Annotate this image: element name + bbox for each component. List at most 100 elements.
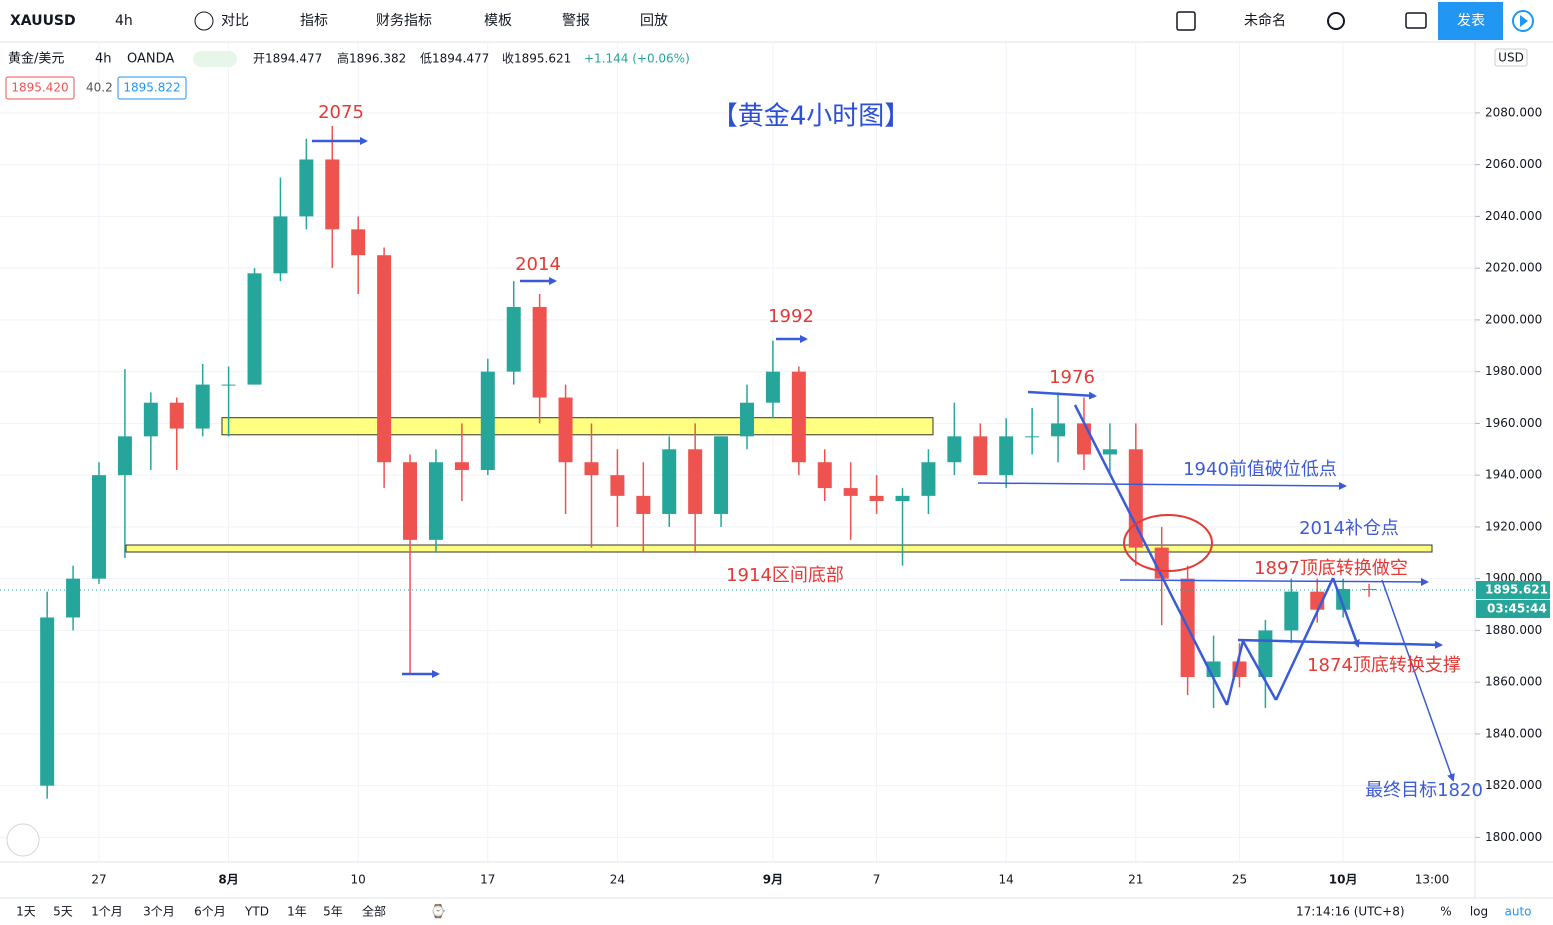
drawing-line — [1027, 390, 1097, 400]
candle-body — [299, 159, 314, 217]
publish-label[interactable]: 发表 — [1457, 13, 1485, 29]
eye-toggle[interactable] — [193, 51, 237, 67]
toolbar-item[interactable]: 指标 — [300, 13, 328, 29]
legend-close: 收1895.621 — [502, 52, 571, 66]
toolbar-item[interactable]: 模板 — [484, 13, 512, 29]
annotation: 2014补仓点 — [1299, 518, 1399, 539]
interval[interactable]: 4h — [115, 13, 133, 29]
ask-box[interactable] — [117, 76, 187, 100]
candle-body — [143, 402, 158, 437]
x-tick-label: 21 — [1128, 873, 1143, 887]
candle-body — [740, 402, 754, 437]
x-tick-label: 9月 — [763, 873, 783, 887]
range-button[interactable]: 1年 — [287, 905, 307, 919]
y-tick-label: 1860.000 — [1485, 675, 1542, 689]
candle-body — [325, 159, 340, 230]
symbol[interactable]: XAUUSD — [10, 13, 76, 29]
layout-name[interactable]: 未命名 — [1244, 12, 1286, 29]
bid[interactable]: 1895.420 — [11, 81, 68, 95]
annotation: 2014 — [515, 254, 561, 275]
toolbar-item[interactable]: 回放 — [640, 13, 668, 29]
last-price-box — [1476, 580, 1550, 599]
range-button[interactable]: 5天 — [53, 905, 73, 919]
countdown: 03:45:44 — [1487, 601, 1547, 615]
checkbox-icon[interactable] — [1176, 11, 1196, 31]
candle-body — [195, 384, 210, 429]
publish-button[interactable] — [1438, 2, 1503, 40]
candle-body — [843, 488, 858, 496]
toolbar — [0, 0, 1553, 42]
legend-change: +1.144 (+0.06%) — [584, 52, 690, 66]
compare-icon — [194, 11, 214, 31]
currency[interactable]: USD — [1498, 51, 1524, 65]
currency-badge[interactable] — [1494, 48, 1528, 67]
toolbar-item[interactable]: 对比 — [221, 13, 249, 29]
x-tick-label: 10月 — [1329, 873, 1358, 887]
candle-body — [92, 475, 106, 579]
legend-high: 高1896.382 — [337, 51, 406, 66]
annotation: 1940前值破位低点 — [1183, 459, 1337, 480]
candle-body — [1076, 423, 1091, 455]
candle-body — [351, 229, 366, 256]
ask[interactable]: 1895.822 — [123, 81, 180, 95]
bid-box[interactable] — [5, 76, 75, 100]
candle-body — [558, 397, 573, 463]
play-icon[interactable] — [1512, 10, 1534, 32]
candle-body — [921, 462, 936, 496]
candle-body — [273, 216, 288, 274]
clock: 17:14:16 (UTC+8) — [1296, 905, 1405, 919]
x-tick-label: 14 — [999, 873, 1014, 887]
toolbar-item[interactable]: 警报 — [562, 13, 590, 29]
plot — [0, 42, 1475, 862]
range-button[interactable]: 3个月 — [143, 905, 175, 919]
candle-body — [221, 384, 236, 386]
candle-body — [377, 255, 392, 463]
candle-body — [869, 495, 884, 502]
legend-low: 低1894.477 — [420, 52, 489, 66]
annotation: 最终目标1820 — [1365, 780, 1483, 801]
scale-option[interactable]: % — [1440, 905, 1451, 919]
y-tick-label: 1820.000 — [1485, 778, 1542, 792]
range-button[interactable]: YTD — [244, 905, 269, 919]
date-range-icon[interactable]: ⌚ — [430, 904, 446, 920]
zone — [125, 544, 1433, 553]
drawing-line — [1331, 577, 1360, 648]
candle-body — [636, 495, 651, 514]
scale-option[interactable]: auto — [1504, 905, 1531, 919]
candle-body — [947, 436, 962, 463]
range-button[interactable]: 5年 — [323, 905, 343, 919]
range-button[interactable]: 1天 — [16, 905, 36, 919]
annotation: 1914区间底部 — [726, 565, 844, 586]
candle-body — [1025, 436, 1040, 438]
candle-body — [169, 402, 184, 429]
y-tick-label: 1800.000 — [1485, 830, 1542, 844]
y-tick-label: 1960.000 — [1485, 416, 1542, 430]
range-button[interactable]: 6个月 — [194, 905, 226, 919]
candle-body — [999, 436, 1014, 476]
x-tick-label: 17 — [480, 873, 495, 887]
last-price-label: 1895.621 — [1485, 582, 1548, 596]
toolbar-item[interactable]: 财务指标 — [376, 13, 432, 29]
logo — [6, 823, 40, 857]
candle-body — [480, 371, 495, 470]
y-tick-label: 1980.000 — [1485, 364, 1542, 378]
annotation: 1976 — [1049, 367, 1095, 388]
settings-icon[interactable] — [1327, 12, 1345, 30]
candle-body — [247, 273, 262, 385]
y-tick-label: 1880.000 — [1485, 623, 1542, 637]
legend-name: 黄金/美元 — [8, 51, 64, 67]
x-tick-label: 7 — [873, 873, 881, 887]
scale-option[interactable]: log — [1470, 905, 1488, 919]
annotation: 1874顶底转换支撑 — [1307, 655, 1461, 676]
range-button[interactable]: 1个月 — [91, 905, 123, 919]
candle-body — [1051, 423, 1066, 437]
y-tick-label: 2000.000 — [1485, 312, 1542, 326]
camera-icon[interactable] — [1405, 12, 1427, 29]
annotation: 1992 — [768, 306, 814, 327]
x-tick-label: 10 — [351, 873, 366, 887]
range-button[interactable]: 全部 — [362, 904, 386, 919]
y-tick-label: 2060.000 — [1485, 157, 1542, 171]
candle-body — [40, 617, 55, 786]
candle-body — [662, 449, 677, 514]
